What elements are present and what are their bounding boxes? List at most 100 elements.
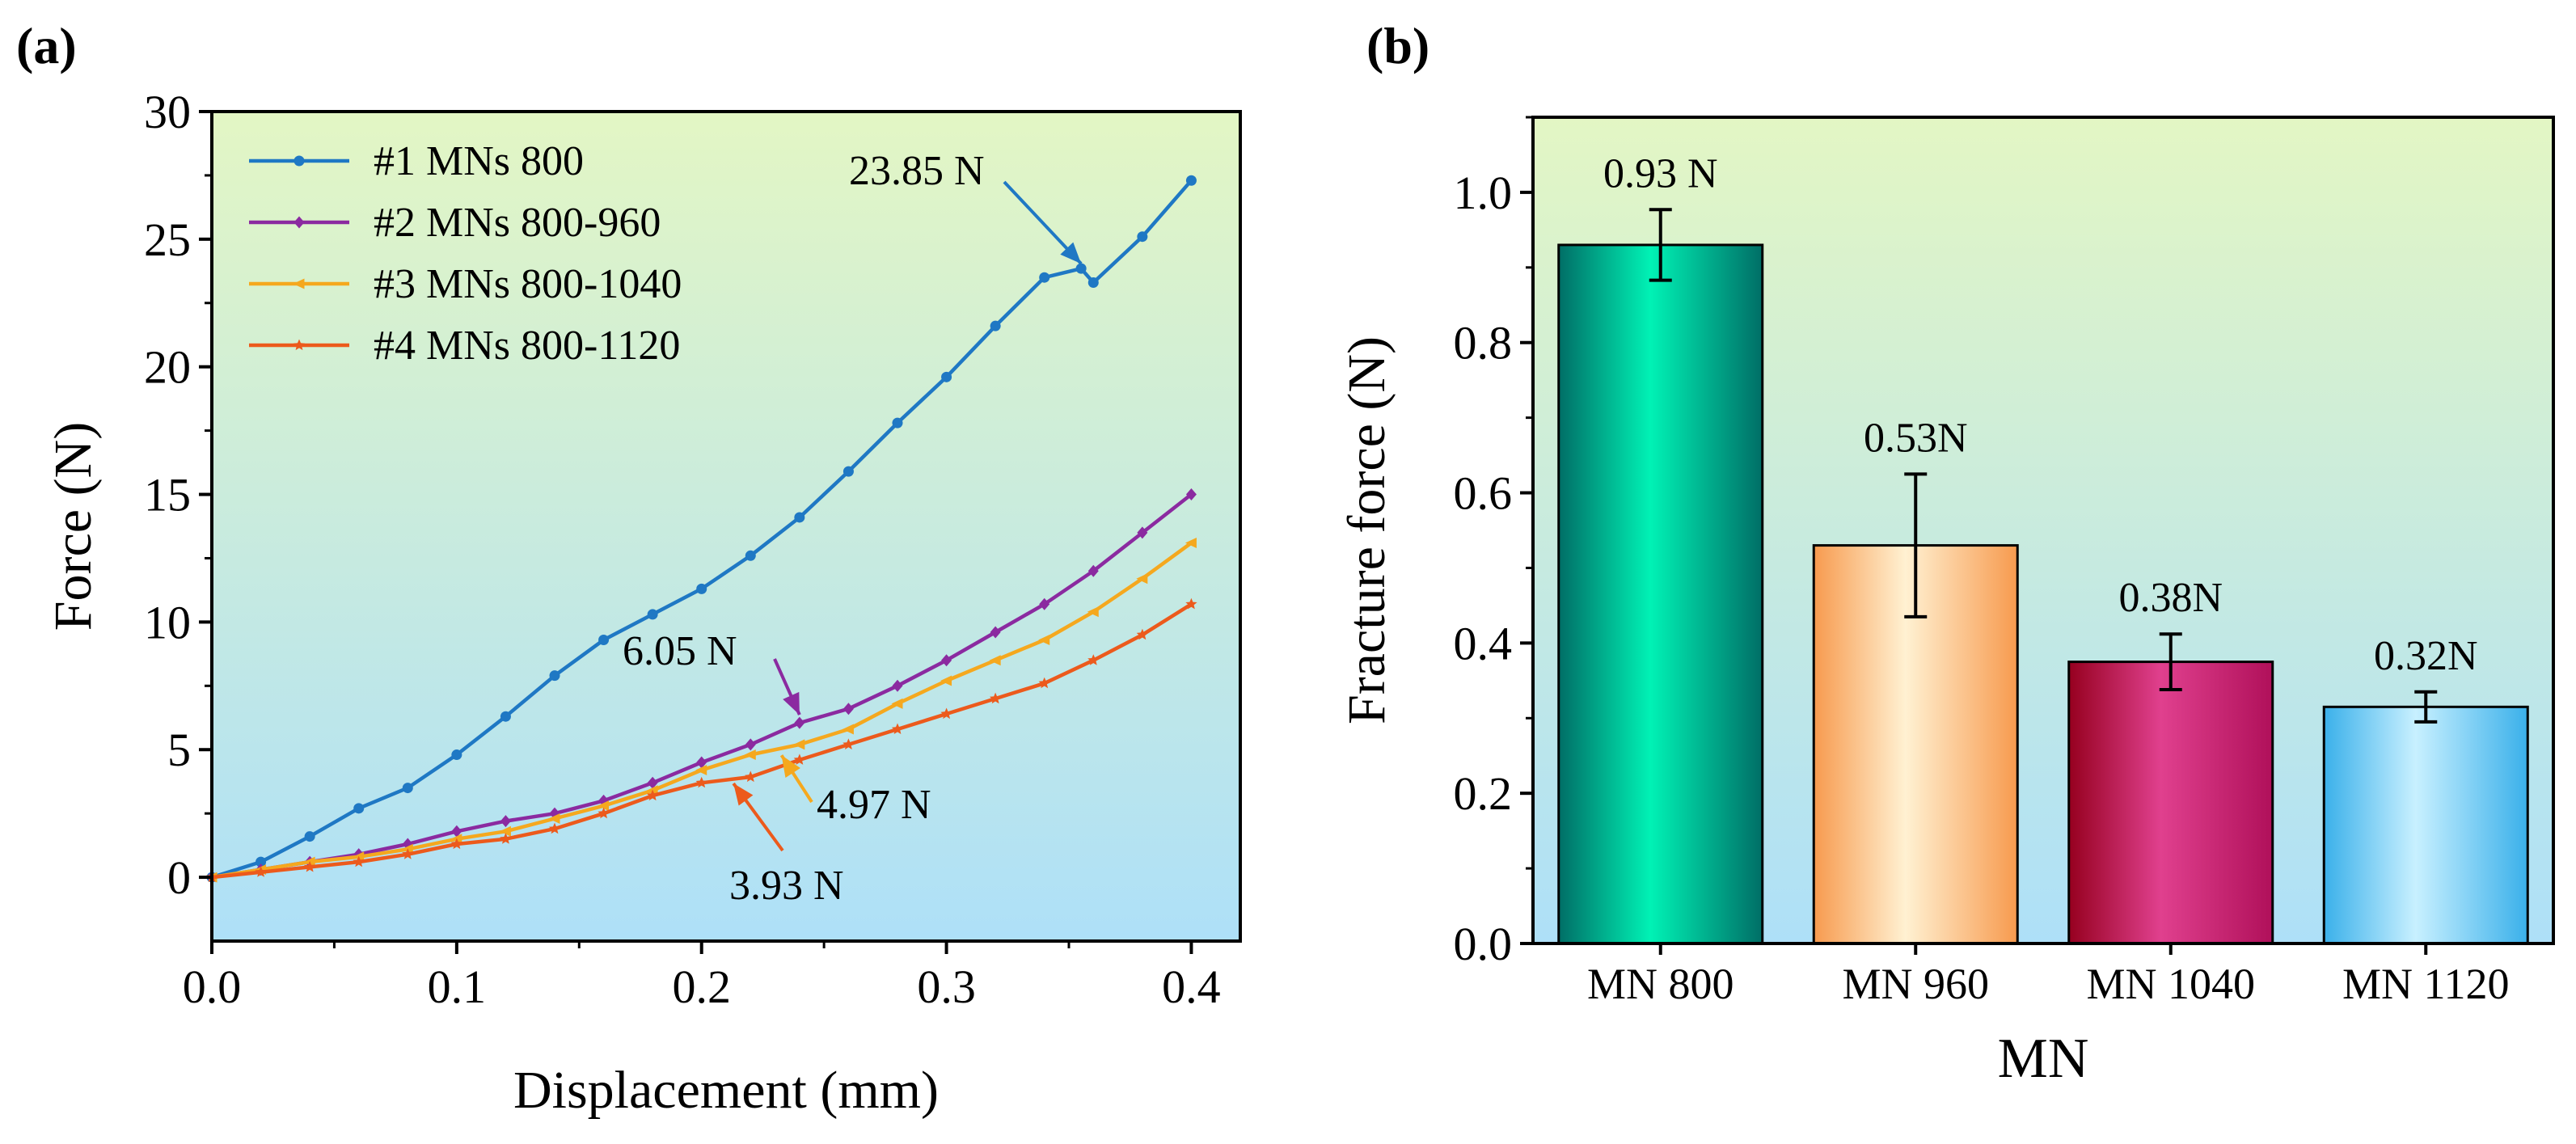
data-point [304, 831, 315, 842]
data-label: 0.53N [1864, 415, 1968, 461]
data-point [1137, 231, 1148, 243]
legend-marker-2 [293, 216, 305, 229]
plot-frame-b [1531, 116, 2555, 945]
y-tick-label-a: 25 [144, 213, 191, 266]
annotation-arrow-head [733, 783, 754, 806]
data-point [794, 512, 805, 523]
data-point [1137, 526, 1148, 539]
bar [2322, 705, 2529, 945]
series-line-1 [211, 179, 1193, 880]
annotation-label: 3.93 N [729, 863, 844, 909]
panel-label-b: (b) [1366, 17, 1429, 74]
data-label: 0.38N [2118, 575, 2223, 621]
data-point [745, 738, 756, 751]
data-point [793, 754, 805, 765]
data-point [1136, 628, 1148, 640]
data-point [499, 825, 511, 837]
y-tick-label-b: 0.6 [1454, 467, 1513, 520]
x-axis-title-b: MN [1998, 1028, 2089, 1090]
annotation-label: 23.85 N [849, 148, 985, 194]
annotation-arrow [1003, 180, 1083, 265]
legend: #1 MNs 800 #2 MNs 800-960 #3 MNs 800-104… [249, 138, 682, 369]
data-point [891, 723, 904, 734]
data-point [1185, 597, 1197, 610]
data-point [696, 756, 707, 769]
y-tick-label-a: 10 [144, 596, 191, 648]
data-point [1075, 263, 1087, 274]
legend-label-s2: #2 MNs 800-960 [374, 200, 661, 246]
legend-marker-1 [293, 155, 305, 167]
data-point [500, 833, 512, 844]
data-point [1087, 654, 1100, 665]
data-point [1039, 597, 1050, 610]
data-point [1087, 606, 1099, 618]
annotation-label: 4.97 N [817, 782, 931, 828]
y-axis-title-b: Fracture force (N) [1337, 336, 1396, 724]
y-tick-label-b: 0.2 [1454, 767, 1513, 820]
data-label: 0.93 N [1603, 150, 1718, 196]
legend-marker-3 [293, 278, 305, 289]
data-point [451, 825, 462, 838]
data-point [940, 707, 952, 720]
data-point [744, 749, 756, 761]
data-point [989, 655, 1001, 666]
y-tick-label-a: 5 [167, 724, 191, 776]
data-point [842, 466, 854, 477]
annotation-arrow-head [781, 755, 800, 778]
bar-group: 0.93 N MN 800 0.53N MN 960 0.38N MN 1040 0.32N… [1557, 150, 2529, 1008]
data-point [892, 417, 903, 428]
y-tick-label-a: 15 [144, 469, 191, 521]
legend-label-s1: #1 MNs 800 [374, 138, 584, 184]
x-tick-label-b: MN 1120 [2342, 960, 2510, 1008]
axes-b: 0.0 0.2 0.4 0.6 0.8 1.0 [1454, 116, 2555, 970]
data-point [647, 776, 658, 789]
annotation-label: 6.05 N [623, 628, 737, 674]
y-tick-label-a: 20 [144, 341, 191, 394]
data-point [451, 749, 462, 761]
x-tick-label-a: 0.1 [428, 960, 487, 1013]
y-tick-label-b: 0.0 [1454, 918, 1513, 970]
data-point [598, 807, 610, 819]
data-point [450, 838, 462, 850]
annotation-arrow-head [1060, 242, 1082, 264]
data-point [401, 843, 413, 855]
data-point [304, 860, 316, 872]
data-point [1038, 677, 1050, 689]
data-point [548, 822, 561, 834]
x-tick-label-a: 0.0 [183, 960, 242, 1013]
data-point [402, 848, 414, 859]
data-point [1039, 272, 1050, 283]
data-point [500, 711, 511, 722]
data-point [745, 770, 757, 783]
line-series-group [205, 175, 1197, 884]
legend-label-s3: #3 MNs 800-1040 [374, 261, 682, 307]
x-tick-label-a: 0.4 [1162, 960, 1221, 1013]
annotation-arrow [779, 754, 813, 804]
y-tick-label-b: 0.4 [1454, 617, 1513, 669]
annotations-a: 23.85 N 6.05 N 4.97 N 3.93 N [623, 148, 1083, 909]
x-axis-title-a: Displacement (mm) [513, 1061, 939, 1120]
bar-chart: 0.93 N MN 800 0.53N MN 960 0.38N MN 1040 0.32N… [1337, 116, 2555, 1090]
data-point [647, 609, 658, 620]
legend-marker-4 [293, 339, 306, 351]
data-label: 0.32N [2374, 633, 2478, 679]
annotation-arrow-head [783, 691, 800, 716]
data-point [1185, 538, 1197, 549]
data-point [1087, 277, 1099, 289]
plot-background-a [212, 112, 1240, 941]
y-axis-title-a: Force (N) [44, 422, 103, 631]
line-chart: 0.0 0.1 0.2 0.3 0.4 0 5 10 15 20 25 30 23.85 N 6.05 … [44, 86, 1242, 1120]
y-tick-label-a: 0 [167, 851, 191, 904]
bar [2067, 661, 2274, 945]
data-point [990, 692, 1002, 704]
data-point [1136, 573, 1148, 585]
y-tick-label-a: 30 [144, 86, 191, 138]
annotation-arrow [732, 782, 784, 852]
data-point [695, 764, 707, 775]
data-point [255, 866, 267, 877]
data-point [793, 739, 805, 750]
data-point [941, 654, 952, 667]
data-point [500, 815, 511, 828]
annotation-arrow [773, 658, 801, 716]
bar [1557, 243, 1764, 945]
